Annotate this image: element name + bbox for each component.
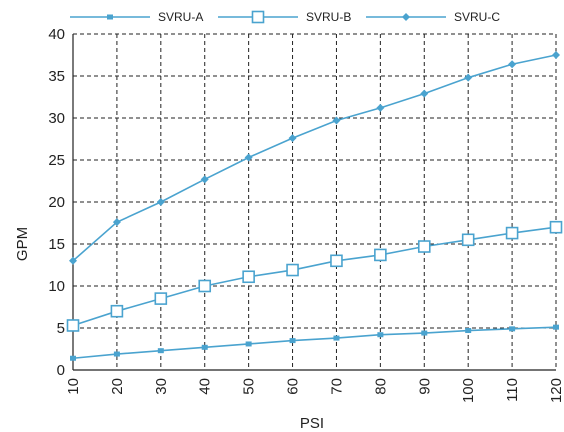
- svru-a-point: [553, 324, 559, 330]
- svru-a-point: [157, 348, 164, 354]
- legend-svru-b-point: [251, 10, 265, 24]
- y-tick-label: 0: [57, 362, 65, 379]
- x-tick-label: 60: [285, 378, 302, 395]
- svru-b-point: [242, 270, 255, 284]
- svru-b-point: [549, 220, 563, 234]
- x-tick-label: 110: [504, 378, 521, 402]
- svru-a-point: [70, 355, 76, 361]
- x-tick-label: 30: [153, 378, 170, 395]
- svru-b-point: [374, 248, 387, 262]
- svru-a-point: [245, 341, 252, 347]
- svru-a-point: [377, 332, 384, 338]
- svru-b-point: [286, 263, 299, 277]
- svru-c-point: [69, 256, 77, 265]
- legend-svru-a-point: [107, 14, 113, 20]
- y-tick-label: 10: [48, 278, 65, 295]
- svru-b-point: [110, 304, 124, 318]
- svru-c-point: [332, 116, 341, 125]
- y-tick-label: 25: [48, 152, 65, 169]
- tick-labels: 0 5 10 15 20 25 30 35 40 10 20 30 40 50 60 70 80 90 100 110…: [48, 26, 564, 403]
- grid: [73, 33, 557, 370]
- svru-c-series: [69, 51, 560, 265]
- x-tick-label: 10: [65, 378, 82, 395]
- svru-a-series: [70, 324, 559, 361]
- svru-c-point: [244, 153, 253, 162]
- x-tick-label: 20: [109, 378, 126, 395]
- svru-b-point: [154, 292, 168, 305]
- y-tick-label: 15: [48, 236, 65, 253]
- y-tick-label: 20: [48, 194, 65, 211]
- svru-c-point: [376, 103, 385, 112]
- svru-c-point: [112, 218, 121, 227]
- svru-a-point: [465, 328, 472, 334]
- x-axis-title: PSI: [300, 415, 324, 432]
- axes: [72, 34, 556, 371]
- svru-c-point: [552, 51, 560, 59]
- svru-c-point: [420, 89, 429, 98]
- svru-b-point: [330, 254, 343, 268]
- legend-label-svru-b: SVRU-B: [306, 10, 351, 24]
- svru-a-line: [72, 326, 557, 360]
- svru-b-point: [505, 226, 519, 240]
- svru-b-point: [66, 319, 80, 332]
- legend-svru-c-point: [402, 13, 410, 21]
- svru-b-series: [66, 220, 563, 332]
- svru-c-point: [288, 134, 297, 143]
- x-tick-label: 100: [460, 378, 477, 403]
- svru-a-point: [113, 351, 120, 357]
- legend-item-svru-b: SVRU-B: [218, 10, 351, 24]
- y-axis-title: GPM: [14, 227, 31, 261]
- legend-item-svru-c: SVRU-C: [366, 10, 500, 24]
- legend-item-svru-a: SVRU-A: [70, 10, 203, 24]
- svru-a-point: [421, 330, 428, 336]
- svru-a-point: [201, 344, 208, 350]
- y-tick-label: 30: [48, 110, 65, 127]
- x-tick-label: 80: [372, 378, 389, 395]
- svru-c-line: [72, 54, 557, 262]
- x-tick-label: 70: [328, 378, 345, 395]
- y-tick-label: 35: [48, 68, 65, 85]
- svru-a-point: [509, 326, 516, 332]
- svru-b-point: [198, 279, 212, 293]
- series-lines: [66, 51, 563, 361]
- svru-a-point: [289, 338, 296, 344]
- legend-label-svru-c: SVRU-C: [454, 10, 500, 24]
- svru-b-point: [461, 233, 475, 247]
- svru-a-point: [333, 335, 340, 341]
- svru-c-point: [508, 60, 517, 69]
- x-tick-label: 90: [416, 378, 433, 395]
- legend: SVRU-A SVRU-B SVRU-C: [70, 10, 500, 24]
- svru-b-point: [417, 240, 431, 253]
- svru-c-point: [156, 198, 165, 206]
- y-tick-label: 5: [57, 320, 65, 337]
- x-tick-label: 50: [241, 378, 258, 395]
- y-tick-label: 40: [48, 26, 65, 43]
- x-tick-label: 40: [197, 378, 214, 395]
- x-tick-label: 120: [548, 378, 564, 403]
- legend-label-svru-a: SVRU-A: [158, 10, 203, 24]
- svru-c-point: [200, 175, 209, 184]
- svru-b-line: [72, 226, 557, 327]
- svru-c-point: [464, 73, 473, 82]
